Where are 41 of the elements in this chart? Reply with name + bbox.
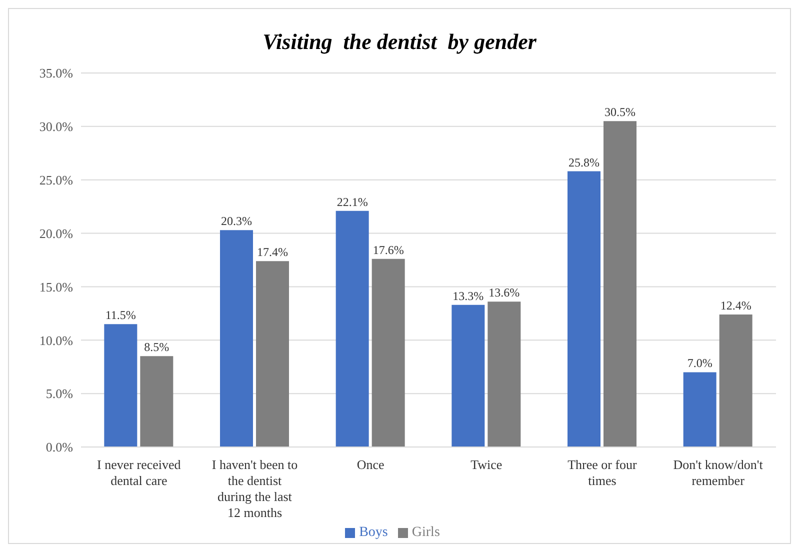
y-tick-label: 5.0%	[46, 386, 74, 402]
bar	[372, 258, 405, 447]
x-tick-label: Once	[356, 457, 385, 472]
data-label: 20.3%	[221, 214, 252, 228]
legend-label: Girls	[412, 525, 440, 540]
bar	[104, 324, 138, 447]
bar	[683, 372, 716, 447]
bar	[488, 302, 521, 447]
data-label: 11.5%	[105, 308, 136, 322]
bar	[719, 314, 752, 447]
y-tick-label: 10.0%	[39, 332, 74, 348]
y-tick-label: 30.0%	[39, 119, 74, 134]
data-label: 22.1%	[336, 194, 368, 209]
data-label: 8.5%	[144, 340, 170, 354]
y-tick-label: 0.0%	[46, 440, 74, 455]
y-tick-label: 25.0%	[39, 172, 74, 188]
y-tick-label: 15.0%	[39, 279, 74, 294]
data-label: 17.6%	[372, 242, 404, 257]
x-tick-label: Three or four times	[568, 457, 638, 488]
bar	[604, 121, 636, 447]
x-tick-label: Don't know/don't remember	[673, 457, 764, 488]
bar	[336, 210, 369, 447]
bar	[220, 230, 253, 447]
x-tick-label: Twice	[470, 457, 502, 472]
x-tick-label: I haven't been to the dentist during the last 12 months	[212, 457, 298, 520]
bar	[140, 356, 174, 447]
x-tick-label: I never received dental care	[97, 457, 182, 488]
data-label: 12.4%	[720, 298, 752, 312]
chart-title: Visiting the dentist by gender	[262, 29, 538, 55]
data-label: 25.8%	[568, 155, 600, 170]
data-label: 13.6%	[488, 286, 520, 300]
bar	[568, 171, 600, 447]
bar	[452, 304, 485, 447]
y-tick-label: 20.0%	[39, 226, 74, 241]
data-label: 7.0%	[687, 356, 712, 370]
legend-label: Boys	[359, 525, 388, 540]
data-label: 30.5%	[604, 105, 636, 120]
bar	[256, 261, 289, 447]
data-label: 13.3%	[452, 288, 484, 303]
data-label: 17.4%	[257, 245, 288, 260]
y-tick-label: 35.0%	[39, 66, 74, 81]
